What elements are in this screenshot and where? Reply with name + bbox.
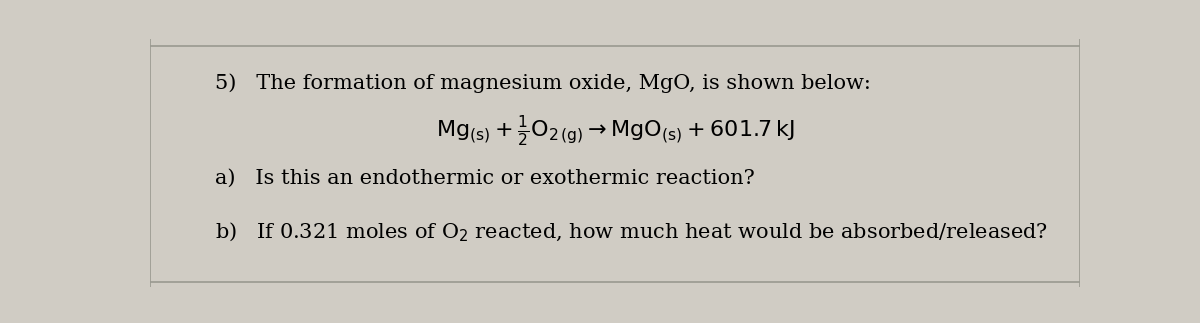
Text: a)   Is this an endothermic or exothermic reaction?: a) Is this an endothermic or exothermic … [215, 169, 755, 188]
Text: 5)   The formation of magnesium oxide, MgO, is shown below:: 5) The formation of magnesium oxide, MgO… [215, 74, 871, 93]
Text: b)   If 0.321 moles of O$_2$ reacted, how much heat would be absorbed/released?: b) If 0.321 moles of O$_2$ reacted, how … [215, 221, 1048, 245]
Text: $\mathrm{Mg_{(s)} + \frac{1}{2}O_{2\,(g)} \rightarrow MgO_{(s)} + 601.7\,kJ}$: $\mathrm{Mg_{(s)} + \frac{1}{2}O_{2\,(g)… [436, 113, 794, 148]
